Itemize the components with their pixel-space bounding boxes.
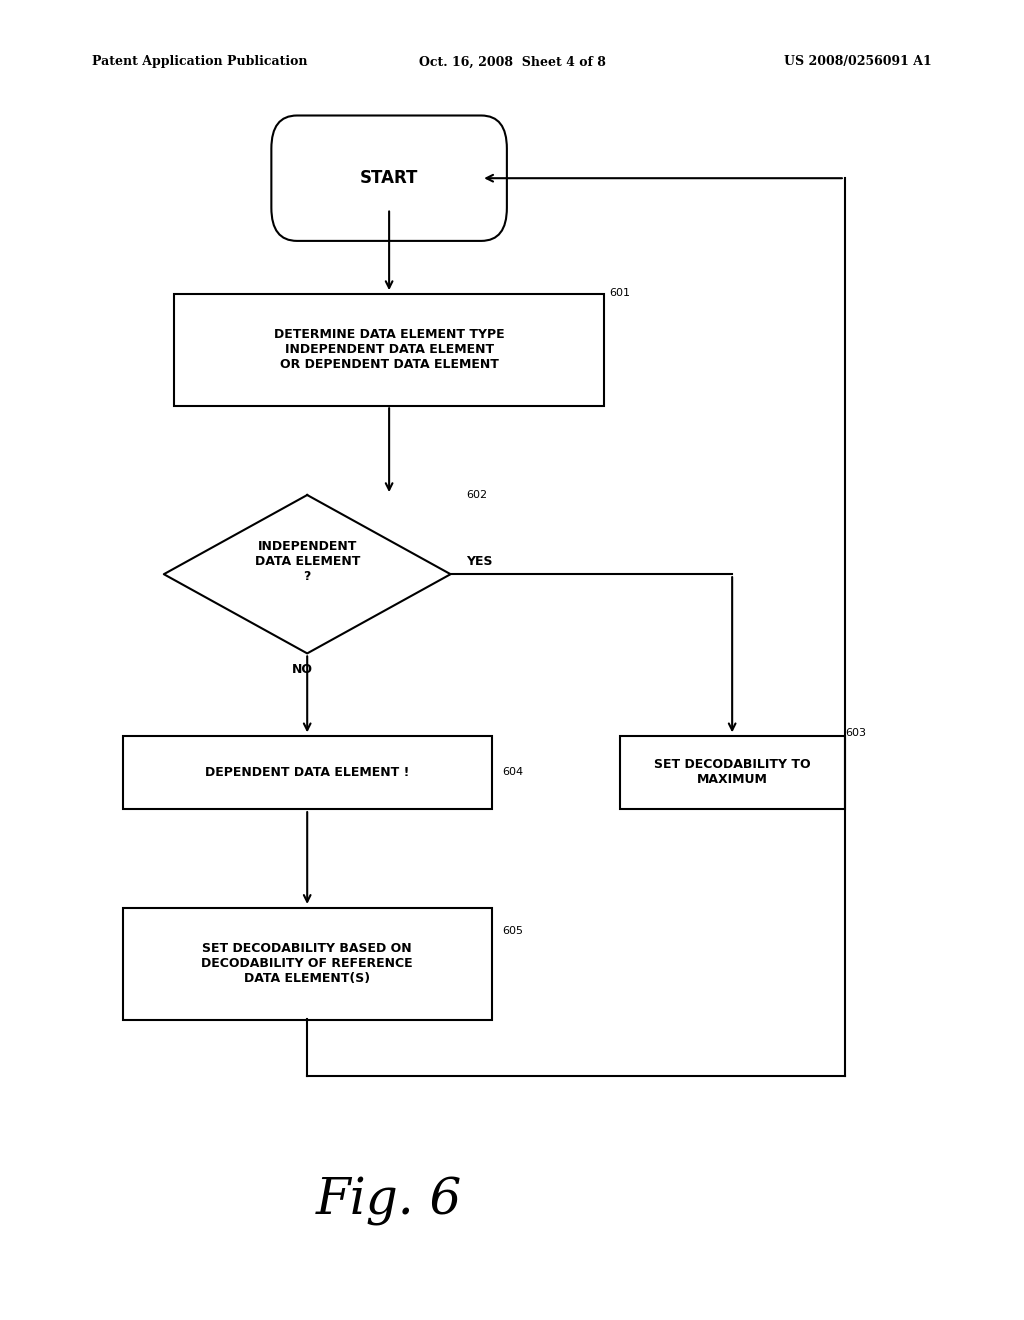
Text: SET DECODABILITY TO
MAXIMUM: SET DECODABILITY TO MAXIMUM — [654, 758, 810, 787]
Text: NO: NO — [292, 663, 312, 676]
Text: 603: 603 — [845, 727, 866, 738]
Text: Fig. 6: Fig. 6 — [316, 1176, 462, 1226]
Text: YES: YES — [466, 554, 493, 568]
Text: 602: 602 — [466, 490, 487, 500]
Text: INDEPENDENT
DATA ELEMENT
?: INDEPENDENT DATA ELEMENT ? — [255, 540, 359, 582]
Text: US 2008/0256091 A1: US 2008/0256091 A1 — [784, 55, 932, 69]
FancyBboxPatch shape — [271, 116, 507, 242]
Text: Oct. 16, 2008  Sheet 4 of 8: Oct. 16, 2008 Sheet 4 of 8 — [419, 55, 605, 69]
Text: SET DECODABILITY BASED ON
DECODABILITY OF REFERENCE
DATA ELEMENT(S): SET DECODABILITY BASED ON DECODABILITY O… — [202, 942, 413, 985]
Text: 605: 605 — [502, 925, 523, 936]
Bar — [123, 908, 492, 1019]
Bar — [620, 737, 845, 808]
Text: START: START — [359, 169, 419, 187]
Text: DEPENDENT DATA ELEMENT !: DEPENDENT DATA ELEMENT ! — [205, 766, 410, 779]
Bar — [174, 294, 604, 407]
Text: 604: 604 — [502, 767, 523, 777]
Text: 601: 601 — [609, 288, 631, 298]
Text: Patent Application Publication: Patent Application Publication — [92, 55, 307, 69]
Text: DETERMINE DATA ELEMENT TYPE
INDEPENDENT DATA ELEMENT
OR DEPENDENT DATA ELEMENT: DETERMINE DATA ELEMENT TYPE INDEPENDENT … — [273, 329, 505, 371]
Polygon shape — [164, 495, 451, 653]
Bar — [123, 737, 492, 808]
